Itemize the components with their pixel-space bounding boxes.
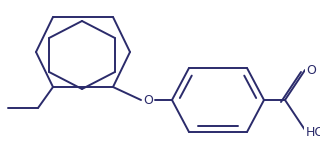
Text: HO: HO <box>305 125 320 138</box>
Text: O: O <box>306 64 316 77</box>
Text: O: O <box>143 93 153 106</box>
